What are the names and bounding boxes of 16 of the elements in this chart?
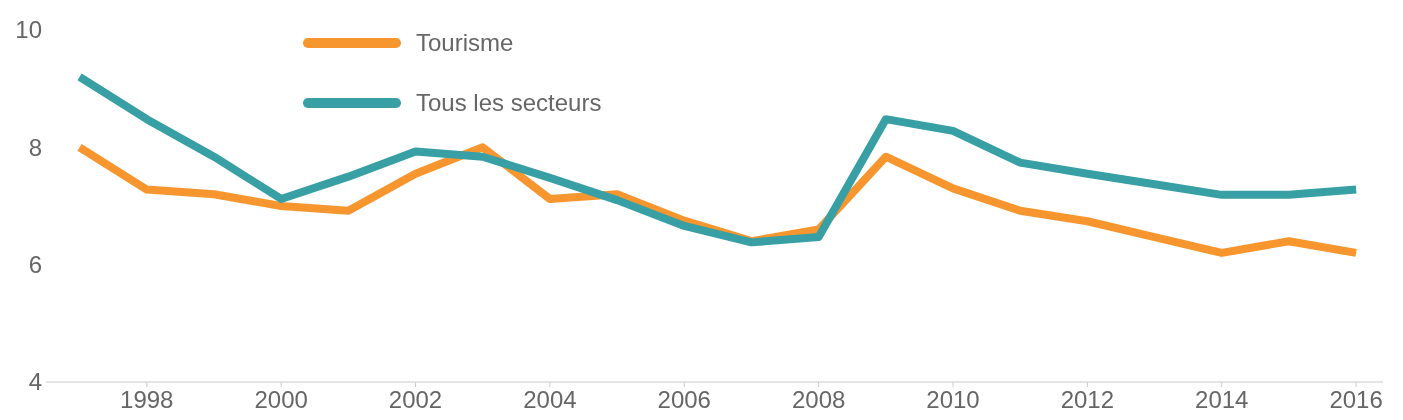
y-tick-label: 4 bbox=[28, 368, 42, 396]
x-tick-label: 1998 bbox=[120, 386, 174, 413]
y-tick-label: 6 bbox=[28, 251, 42, 279]
x-tick-label: 2008 bbox=[791, 386, 846, 413]
y-tick-label: 10 bbox=[15, 16, 42, 44]
x-tick-label: 2010 bbox=[926, 386, 980, 413]
x-tick-label: 2014 bbox=[1195, 386, 1249, 413]
y-tick-label: 8 bbox=[28, 133, 42, 161]
x-tick-label: 2016 bbox=[1329, 386, 1383, 413]
x-tick-label: 2002 bbox=[388, 386, 443, 413]
x-tick-label: 2006 bbox=[657, 386, 711, 413]
x-tick-label: 2000 bbox=[254, 386, 308, 413]
legend-label: Tourisme bbox=[416, 29, 514, 57]
legend-label: Tous les secteurs bbox=[416, 89, 602, 117]
x-tick-label: 2012 bbox=[1060, 386, 1115, 413]
x-tick-label: 2004 bbox=[523, 386, 577, 413]
